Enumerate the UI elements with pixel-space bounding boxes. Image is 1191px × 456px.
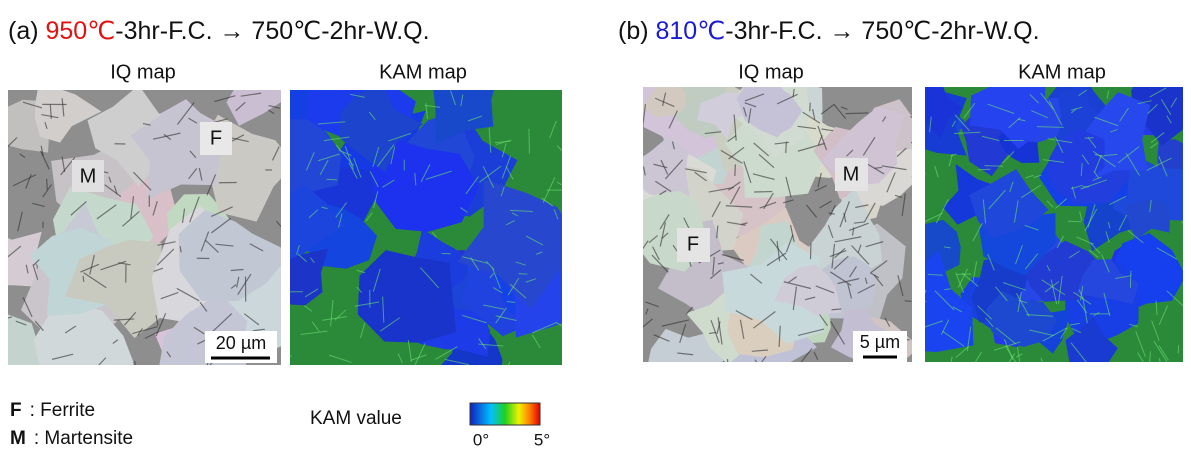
title-prefix: (b) xyxy=(618,17,656,45)
boundary xyxy=(978,169,991,170)
figure: (a) 950℃-3hr-F.C. → 750℃-2hr-W.Q. IQ map… xyxy=(0,0,1191,456)
colorbar-max: 5° xyxy=(534,430,550,449)
boundary xyxy=(911,142,927,148)
boundary xyxy=(905,301,912,302)
phase-label: F xyxy=(687,233,699,255)
title-temperature: 810℃ xyxy=(656,17,726,45)
boundary xyxy=(914,290,926,315)
legend-symbol: M xyxy=(10,428,26,449)
map-label: IQ map xyxy=(738,61,804,83)
map-label: KAM map xyxy=(379,61,467,83)
panel-title: (b) 810℃-3hr-F.C. → 750℃-2hr-W.Q. xyxy=(618,17,1040,45)
boundary xyxy=(754,192,772,193)
boundary xyxy=(786,142,787,154)
boundary xyxy=(326,179,337,180)
panel-title: (a) 950℃-3hr-F.C. → 750℃-2hr-W.Q. xyxy=(8,17,430,45)
boundary xyxy=(1130,271,1131,288)
map-label: KAM map xyxy=(1018,61,1106,83)
title-suffix: -3hr-F.C. → 750℃-2hr-W.Q. xyxy=(725,17,1039,45)
boundary xyxy=(723,361,738,373)
map-label: IQ map xyxy=(110,61,176,83)
legend-text: : Martensite xyxy=(34,428,133,449)
colorbar xyxy=(470,403,540,425)
phase-label: M xyxy=(843,163,860,185)
title-suffix: -3hr-F.C. → 750℃-2hr-W.Q. xyxy=(115,17,429,45)
phase-label: F xyxy=(210,127,222,149)
colorbar-title: KAM value xyxy=(310,408,402,429)
scale-bar-label: 5 µm xyxy=(860,332,900,352)
boundary xyxy=(911,301,926,304)
boundary xyxy=(1068,221,1081,222)
legend-entry: F : Ferrite xyxy=(10,400,95,421)
boundary xyxy=(922,173,926,181)
boundary xyxy=(83,276,84,282)
boundary xyxy=(984,166,1003,167)
kam-map xyxy=(258,54,582,394)
scale-bar-label: 20 µm xyxy=(216,333,266,353)
phase-label: M xyxy=(80,165,97,187)
boundary xyxy=(845,113,868,114)
grain xyxy=(358,250,456,343)
boundary xyxy=(519,274,528,275)
title-temperature: 950℃ xyxy=(46,17,116,45)
boundary xyxy=(912,176,923,183)
title-prefix: (a) xyxy=(8,17,46,45)
boundary xyxy=(874,167,882,168)
legend-symbol: F xyxy=(10,400,22,421)
colorbar-min: 0° xyxy=(473,430,489,449)
legend-text: : Ferrite xyxy=(30,400,95,421)
boundary xyxy=(832,309,842,310)
boundary xyxy=(1182,221,1191,241)
kam-map xyxy=(889,60,1191,380)
legend-entry: M : Martensite xyxy=(10,428,133,449)
boundary xyxy=(47,179,48,190)
